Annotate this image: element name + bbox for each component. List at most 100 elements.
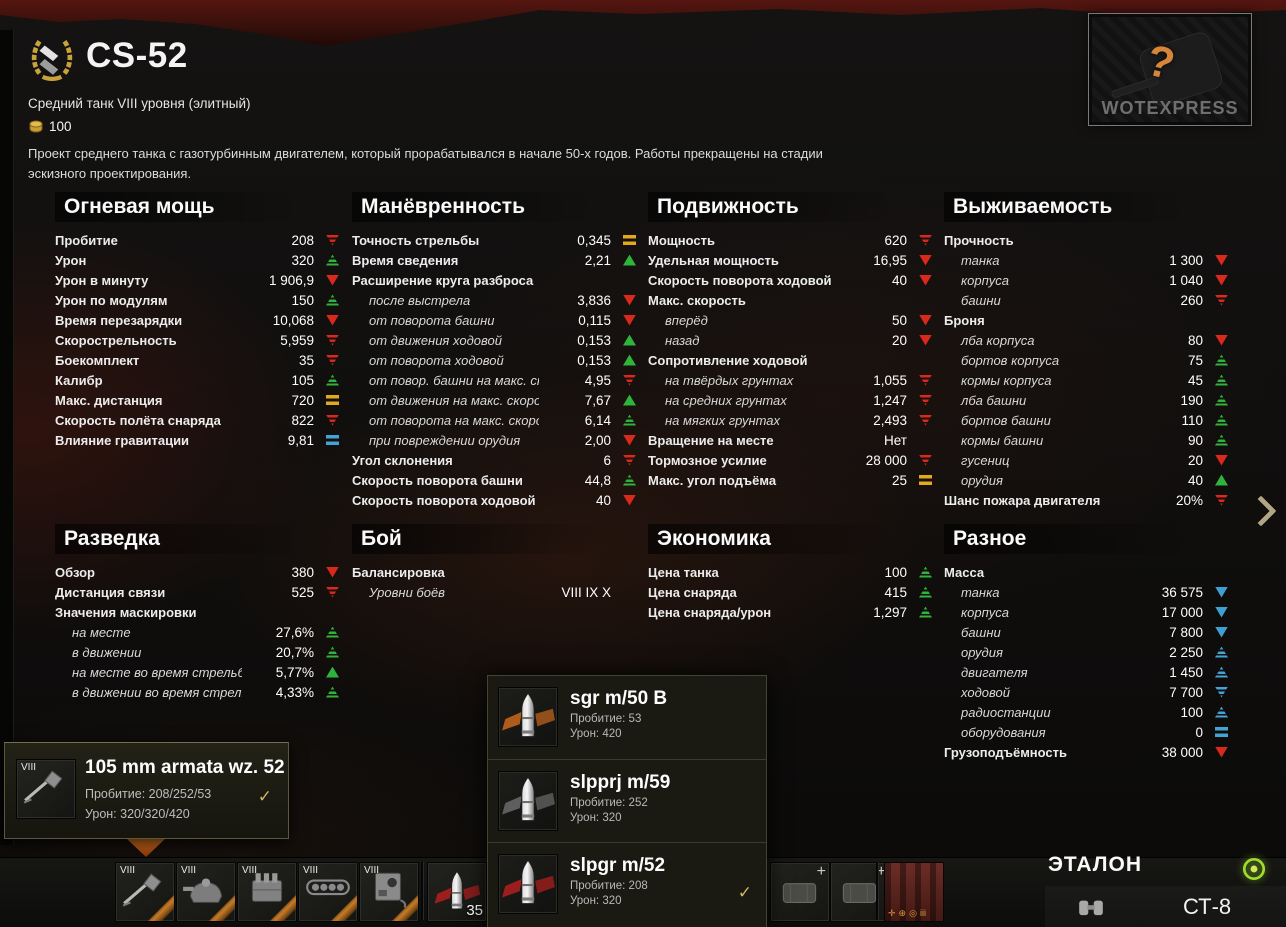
arrow-down-icon [919, 274, 932, 286]
stat-label: Цена снаряда/урон [648, 604, 772, 620]
stat-row: башни 260 [944, 290, 1228, 310]
equipment-slot-1[interactable]: + [770, 862, 830, 922]
stat-row: Урон в минуту 1 906,9 [55, 270, 339, 290]
stat-row: двигателя 1 450 [944, 662, 1228, 682]
binoculars-icon [1079, 900, 1103, 915]
stat-row: кормы башни 90 [944, 430, 1228, 450]
stat-row: Макс. скорость [648, 290, 932, 310]
no-indicator [919, 355, 932, 366]
shell-option[interactable]: slpgr m/52 Пробитие: 208 Урон: 320 ✓ [488, 842, 766, 925]
module-slot-tracks[interactable]: VIII [298, 862, 358, 922]
stat-value: 2,493 [873, 412, 907, 428]
equal-yellow-icon [623, 235, 636, 245]
stat-value: 1 450 [1169, 664, 1203, 680]
shell-damage: Урон: 320 [570, 812, 622, 824]
stat-row: орудия 2 250 [944, 642, 1228, 662]
module-slot-gun[interactable]: VIII [115, 862, 175, 922]
no-indicator [623, 587, 636, 598]
module-slot-engine[interactable]: VIII [237, 862, 297, 922]
next-page-chevron-icon[interactable] [1245, 495, 1277, 527]
gun-icon [21, 764, 71, 814]
stat-row: орудия 40 [944, 470, 1228, 490]
stat-label: от повор. башни на макс. скор. [369, 372, 539, 388]
stat-label: Макс. скорость [648, 292, 746, 308]
stat-row: от поворота на макс. скорости 6,14 [352, 410, 636, 430]
stat-row: при повреждении орудия 2,00 [352, 430, 636, 450]
module-slot-radio[interactable]: VIII [359, 862, 419, 922]
stat-value: 0 [1195, 724, 1203, 740]
section-title: Манёвренность [352, 192, 636, 222]
no-indicator [623, 567, 636, 578]
tooltip-pointer-arrow-icon [126, 838, 166, 857]
tank-type-subtitle: Средний танк VIII уровня (элитный) [28, 96, 251, 111]
stat-row: от поворота башни 0,115 [352, 310, 636, 330]
ammo-slot-ap[interactable]: 35 [427, 862, 487, 922]
arrow-up-strong-blue-icon [1215, 646, 1228, 658]
stat-value: 620 [884, 232, 907, 248]
arrow-up-icon [326, 666, 339, 678]
price-row: 100 [28, 119, 72, 134]
stat-value: 525 [291, 584, 314, 600]
stat-label: Скорость полёта снаряда [55, 412, 221, 428]
equipment-slot-2[interactable]: + [830, 862, 890, 922]
tank-name-title: CS-52 [86, 36, 188, 75]
stat-value: 2,00 [584, 432, 611, 448]
tracks-icon [303, 867, 353, 917]
stat-label: орудия [961, 644, 1003, 660]
arrow-up-strong-icon [326, 254, 339, 266]
stat-value: 1,247 [873, 392, 907, 408]
reference-crew-selector[interactable]: СТ-8 [1045, 886, 1286, 927]
section-title: Подвижность [648, 192, 932, 222]
stat-label: Масса [944, 564, 985, 580]
stat-row: танка 36 575 [944, 582, 1228, 602]
stat-value: 9,81 [287, 432, 314, 448]
stat-value: 20 [891, 332, 907, 348]
stat-label: танка [961, 584, 1000, 600]
stat-row: лба корпуса 80 [944, 330, 1228, 350]
arrow-down-strong-icon [326, 586, 339, 598]
stat-label: танка [961, 252, 1000, 268]
plus-icon: + [816, 863, 826, 880]
stat-value: 45 [1187, 372, 1203, 388]
stat-row: Обзор 380 [55, 562, 339, 582]
field-modification-card[interactable]: ✛ ⊕ ◎ iii [884, 862, 944, 922]
arrow-down-strong-icon [919, 454, 932, 466]
stat-value: 4,33% [275, 684, 314, 700]
gun-damage-line: Урон: 320/320/420 [85, 807, 190, 821]
stat-row: бортов корпуса 75 [944, 350, 1228, 370]
section-title: Бой [352, 524, 636, 554]
no-indicator [1215, 235, 1228, 246]
stat-value: 7,67 [584, 392, 611, 408]
shell-option[interactable]: slpprj m/59 Пробитие: 252 Урон: 320 [488, 759, 766, 842]
stat-row: на средних грунтах 1,247 [648, 390, 932, 410]
stat-label: орудия [961, 472, 1003, 488]
stat-label: Тормозное усилие [648, 452, 767, 468]
stat-label: Скорострельность [55, 332, 177, 348]
stat-row: Скорость поворота ходовой 40 [352, 490, 636, 510]
module-slot-turret[interactable]: VIII [176, 862, 236, 922]
stat-row: Броня [944, 310, 1228, 330]
shell-option[interactable]: sgr m/50 B Пробитие: 53 Урон: 420 [488, 676, 766, 759]
section-title: Разведка [55, 524, 339, 554]
field-mod-icons: ✛ ⊕ ◎ iii [888, 908, 926, 919]
stat-label: Время перезарядки [55, 312, 183, 328]
arrow-down-strong-icon [623, 374, 636, 386]
stat-label: после выстрела [369, 292, 471, 308]
visibility-eye-icon[interactable] [1240, 855, 1268, 883]
bar-divider [876, 862, 879, 920]
arrow-up-strong-blue-icon [1215, 666, 1228, 678]
stat-label: Вращение на месте [648, 432, 774, 448]
stat-label: Прочность [944, 232, 1014, 248]
arrow-down-icon [1215, 334, 1228, 346]
stat-row: Грузоподъёмность 38 000 [944, 742, 1228, 762]
shell-penetration: Пробитие: 53 [570, 713, 642, 725]
gun-penetration-line: Пробитие: 208/252/53 [85, 787, 211, 801]
shell-damage: Урон: 320 [570, 895, 622, 907]
stat-value: 110 [1181, 412, 1203, 428]
stat-label: Макс. угол подъёма [648, 472, 777, 488]
stat-label: Цена снаряда [648, 584, 737, 600]
elite-laurel-emblem-icon [28, 34, 76, 82]
equal-yellow-icon [919, 475, 932, 485]
arrow-down-icon [623, 494, 636, 506]
stat-row: от движения на макс. скорости 7,67 [352, 390, 636, 410]
